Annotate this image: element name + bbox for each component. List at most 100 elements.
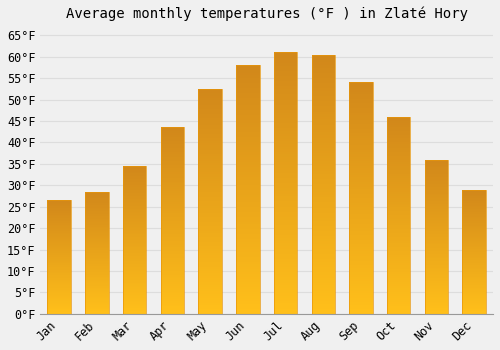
Bar	[425, 172, 448, 174]
Title: Average monthly temperatures (°F ) in Zlaté Hory: Average monthly temperatures (°F ) in Zl…	[66, 7, 468, 21]
Bar	[274, 285, 297, 288]
Bar	[160, 141, 184, 142]
Bar	[123, 311, 146, 313]
Bar	[160, 243, 184, 245]
Bar	[462, 264, 486, 265]
Bar	[312, 55, 335, 314]
Bar	[236, 222, 260, 224]
Bar	[462, 232, 486, 233]
Bar	[85, 230, 108, 231]
Bar	[48, 237, 71, 238]
Bar	[123, 210, 146, 212]
Bar	[387, 144, 410, 146]
Bar	[274, 264, 297, 267]
Bar	[274, 175, 297, 178]
Bar	[85, 285, 108, 286]
Bar	[462, 213, 486, 215]
Bar	[462, 308, 486, 309]
Bar	[198, 251, 222, 253]
Bar	[198, 213, 222, 215]
Bar	[312, 195, 335, 197]
Bar	[48, 228, 71, 229]
Bar	[425, 237, 448, 238]
Bar	[350, 189, 372, 191]
Bar	[123, 265, 146, 267]
Bar	[236, 292, 260, 294]
Bar	[198, 190, 222, 192]
Bar	[48, 213, 71, 214]
Bar	[160, 284, 184, 286]
Bar	[462, 263, 486, 264]
Bar	[85, 284, 108, 285]
Bar	[85, 305, 108, 307]
Bar	[462, 238, 486, 239]
Bar	[387, 237, 410, 239]
Bar	[123, 178, 146, 179]
Bar	[425, 234, 448, 235]
Bar	[160, 247, 184, 248]
Bar	[350, 103, 372, 106]
Bar	[274, 280, 297, 282]
Bar	[123, 249, 146, 250]
Bar	[274, 173, 297, 175]
Bar	[387, 131, 410, 133]
Bar	[48, 224, 71, 225]
Bar	[425, 243, 448, 244]
Bar	[160, 256, 184, 258]
Bar	[160, 292, 184, 293]
Bar	[312, 70, 335, 73]
Bar	[274, 115, 297, 118]
Bar	[85, 247, 108, 248]
Bar	[312, 272, 335, 275]
Bar	[425, 283, 448, 285]
Bar	[48, 241, 71, 242]
Bar	[274, 55, 297, 58]
Bar	[274, 254, 297, 257]
Bar	[274, 196, 297, 199]
Bar	[312, 228, 335, 231]
Bar	[198, 210, 222, 213]
Bar	[274, 81, 297, 84]
Bar	[198, 177, 222, 179]
Bar	[312, 65, 335, 68]
Bar	[425, 308, 448, 309]
Bar	[387, 134, 410, 136]
Bar	[425, 285, 448, 286]
Bar	[48, 206, 71, 207]
Bar	[160, 200, 184, 202]
Bar	[350, 83, 372, 85]
Bar	[48, 292, 71, 293]
Bar	[387, 253, 410, 255]
Bar	[85, 236, 108, 237]
Bar	[312, 127, 335, 130]
Bar	[312, 112, 335, 114]
Bar	[312, 259, 335, 262]
Bar	[274, 199, 297, 202]
Bar	[198, 242, 222, 244]
Bar	[387, 300, 410, 302]
Bar	[274, 277, 297, 280]
Bar	[462, 284, 486, 285]
Bar	[350, 240, 372, 242]
Bar	[350, 265, 372, 268]
Bar	[123, 176, 146, 178]
Bar	[425, 209, 448, 211]
Bar	[462, 190, 486, 191]
Bar	[425, 180, 448, 181]
Bar	[425, 223, 448, 224]
Bar	[85, 257, 108, 258]
Bar	[350, 302, 372, 304]
Bar	[425, 291, 448, 292]
Bar	[198, 166, 222, 168]
Bar	[198, 235, 222, 237]
Bar	[85, 291, 108, 292]
Bar	[160, 172, 184, 174]
Bar	[462, 202, 486, 203]
Bar	[198, 98, 222, 100]
Bar	[236, 75, 260, 78]
Bar	[350, 122, 372, 124]
Bar	[236, 98, 260, 100]
Bar	[236, 145, 260, 147]
Bar	[160, 260, 184, 262]
Bar	[160, 299, 184, 301]
